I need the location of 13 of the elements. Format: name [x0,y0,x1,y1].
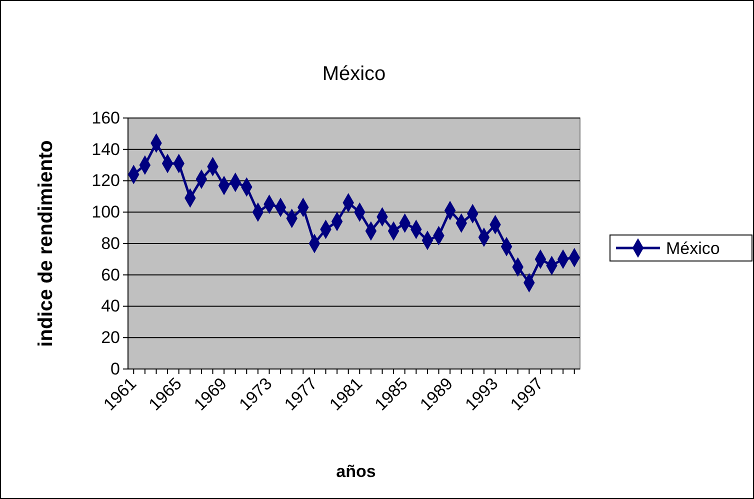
y-tick-label: 20 [101,328,120,348]
y-tick-label: 140 [92,140,120,159]
y-tick-label: 0 [110,359,120,378]
y-tick-label: 80 [101,234,120,253]
y-axis-title: indice de rendimiento [35,140,57,347]
y-tick-label: 160 [92,108,120,128]
x-axis-title: años [336,462,376,481]
legend-label: México [666,239,720,258]
y-tick-label: 60 [101,265,120,284]
chart-title: México [322,63,386,85]
y-tick-label: 40 [101,296,120,316]
y-tick-label: 120 [92,171,120,190]
y-tick-label: 100 [92,202,120,222]
